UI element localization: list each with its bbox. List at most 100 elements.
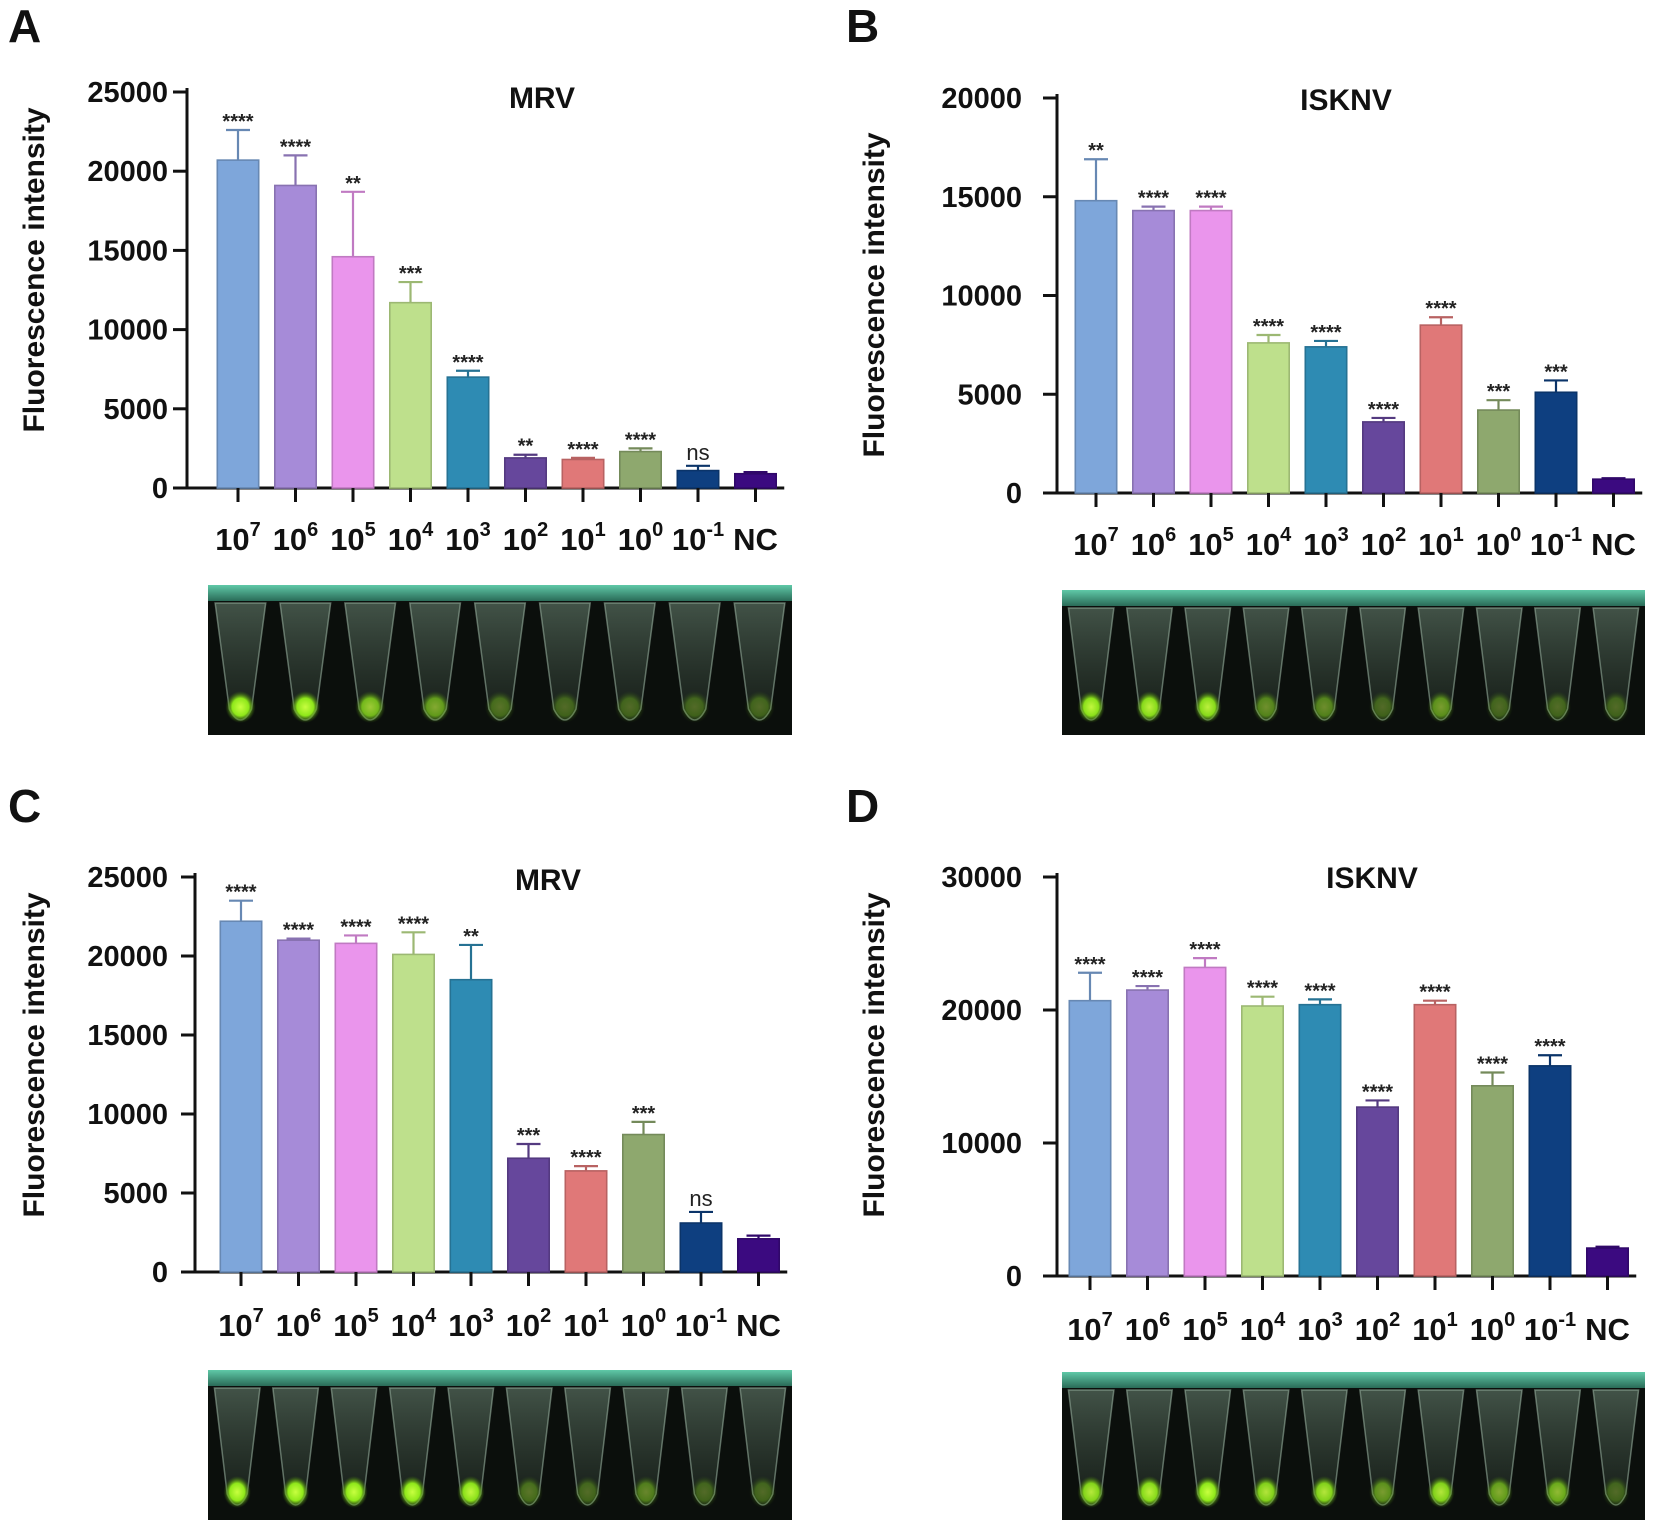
bar [1592, 478, 1636, 494]
bar [503, 457, 547, 489]
tube-fluorescence [1135, 691, 1164, 723]
panel-label: B [846, 0, 879, 52]
tube-fluorescence [573, 1476, 602, 1508]
x-tick-label: 101 [1412, 1309, 1458, 1347]
x-tick-label-exponent: 5 [365, 519, 376, 541]
x-tick-label: 106 [276, 1305, 322, 1343]
x-tick-label-exponent: -1 [1564, 524, 1582, 546]
x-tick-label-base: 10 [273, 522, 307, 557]
tube-photo [1062, 1372, 1645, 1520]
x-tick-label: 10-1 [1530, 524, 1582, 562]
x-tick-label: 101 [563, 1305, 609, 1343]
x-tick-label-base: 10 [503, 522, 537, 557]
x-tick-label: 104 [391, 1305, 437, 1343]
x-tick-label-base: 10 [1067, 1312, 1101, 1347]
tube-fluorescence [1310, 691, 1338, 723]
tube-fluorescence [1252, 691, 1280, 723]
x-tick-label-exponent: 1 [1447, 1309, 1458, 1331]
x-tick-label-exponent: 3 [1332, 1309, 1343, 1331]
tube-fluorescence [679, 691, 710, 723]
x-tick-label-exponent: 7 [253, 1305, 264, 1327]
tube-fluorescence [1427, 691, 1455, 723]
x-tick-label-base: 10 [1188, 527, 1222, 562]
x-tick-label-base: NC [736, 1308, 781, 1343]
chart-title: MRV [515, 864, 581, 897]
tube-cap-strip [1062, 1372, 1645, 1388]
x-tick-label: NC [736, 1308, 781, 1343]
significance-label: **** [1189, 939, 1220, 961]
bar [273, 184, 317, 489]
tube-fluorescence [1252, 1476, 1280, 1508]
y-axis-label: Fluorescence intensity [858, 132, 891, 457]
x-tick-label-base: 10 [388, 522, 422, 557]
panel-label: D [846, 780, 879, 832]
x-tick-label: 100 [621, 1305, 667, 1343]
x-tick-label-base: 10 [1125, 1312, 1159, 1347]
tube-cap-strip [208, 585, 792, 601]
y-tick-label: 0 [152, 473, 168, 505]
tube-photo [1062, 590, 1645, 735]
x-tick-label: 10-1 [675, 1305, 727, 1343]
significance-label: *** [1487, 381, 1511, 403]
tube-fluorescence [340, 1476, 368, 1508]
x-tick-label-exponent: 2 [540, 1305, 551, 1327]
x-tick-label-exponent: 3 [480, 519, 491, 541]
tube-fluorescence [398, 1476, 427, 1508]
significance-label: ** [1088, 140, 1104, 162]
x-tick-label-exponent: 0 [652, 519, 663, 541]
significance-label: **** [1195, 188, 1226, 210]
y-axis-label: Fluorescence intensity [18, 892, 51, 1217]
significance-label: **** [1074, 954, 1105, 976]
bar [506, 1157, 550, 1273]
y-tick-label: 5000 [103, 1178, 168, 1210]
x-tick-label: 105 [333, 1305, 379, 1343]
significance-label: **** [1304, 980, 1335, 1002]
y-axis-label: Fluorescence intensity [858, 892, 891, 1217]
significance-label: **** [570, 1147, 601, 1169]
significance-label: **** [1368, 399, 1399, 421]
bar [676, 469, 720, 489]
x-tick-label: NC [733, 522, 778, 557]
x-tick-label-base: 10 [445, 522, 479, 557]
tube-fluorescence [1077, 1476, 1105, 1508]
x-tick-label: 10-1 [1524, 1309, 1576, 1347]
y-tick-label: 0 [152, 1257, 168, 1289]
tube-fluorescence [1310, 1476, 1338, 1508]
x-tick-label: 107 [1067, 1309, 1113, 1347]
x-tick-label: NC [1591, 527, 1636, 562]
significance-label: **** [1534, 1036, 1565, 1058]
x-tick-label: 104 [388, 519, 434, 557]
tube-fluorescence [1602, 1476, 1630, 1508]
x-tick-label-base: 10 [560, 522, 594, 557]
x-tick-label-base: 10 [218, 1308, 252, 1343]
tube-photo [208, 585, 792, 735]
x-tick-label: 105 [1182, 1309, 1228, 1347]
x-tick-label-exponent: -1 [709, 1305, 727, 1327]
bar [1362, 421, 1406, 494]
bar [621, 1133, 665, 1273]
x-tick-label-base: 10 [333, 1308, 367, 1343]
significance-label: **** [452, 352, 483, 374]
x-tick-label-exponent: 4 [1274, 1309, 1286, 1331]
bar [216, 159, 260, 489]
x-tick-label-exponent: 1 [1453, 524, 1464, 546]
x-tick-label: 103 [445, 519, 491, 557]
significance-label: **** [1419, 982, 1450, 1004]
significance-label: **** [1253, 316, 1284, 338]
x-tick-label: 106 [1131, 524, 1177, 562]
x-tick-label-base: NC [1591, 527, 1636, 562]
bar [733, 472, 777, 489]
x-tick-label: 102 [1361, 524, 1407, 562]
y-tick-label: 15000 [941, 182, 1022, 214]
y-tick-label: 20000 [87, 156, 168, 188]
x-tick-label-base: 10 [506, 1308, 540, 1343]
x-tick-label-base: 10 [1073, 527, 1107, 562]
y-tick-label: 5000 [957, 379, 1022, 411]
bar [334, 942, 378, 1273]
x-tick-label-base: 10 [330, 522, 364, 557]
tube-fluorescence [1543, 1476, 1572, 1508]
tube-fluorescence [223, 1476, 251, 1508]
x-tick-label-exponent: 4 [422, 519, 434, 541]
tube-fluorescence [614, 691, 645, 723]
